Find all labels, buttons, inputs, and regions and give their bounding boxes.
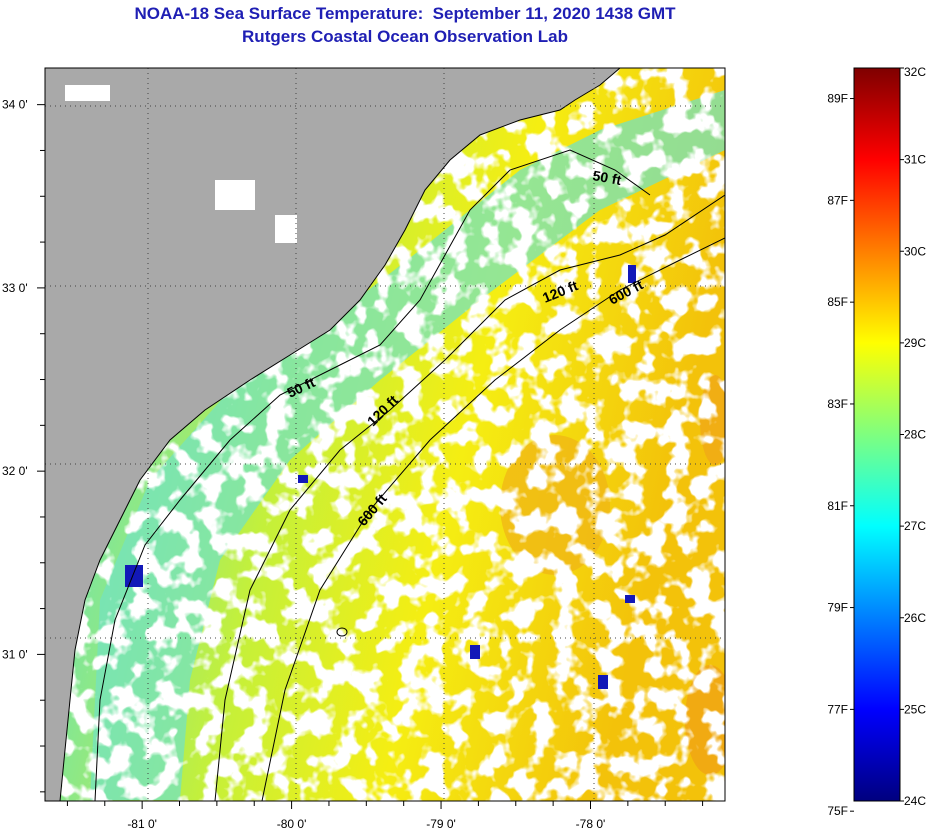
lon-ticks: -81 0' -80 0' -79 0' -78 0' [66, 801, 704, 831]
lat-lon-grid [45, 68, 725, 801]
lat-tick-label: 32 0' [2, 464, 28, 478]
isobath-50ft [94, 149, 651, 801]
inland-cloud [65, 85, 297, 243]
isobaths [94, 149, 725, 801]
map-frame [44, 67, 726, 802]
isobath-600ft [261, 237, 725, 801]
land-mass [45, 68, 621, 801]
isobath-label: 50 ft [591, 167, 622, 188]
lat-ticks: 34 0' 33 0' 32 0' 31 0' [2, 98, 45, 793]
lon-tick-label: -81 0' [127, 817, 157, 831]
lon-tick-label: -79 0' [426, 817, 456, 831]
lat-tick-label: 33 0' [2, 281, 28, 295]
cold-pixels [125, 265, 636, 689]
lat-tick-label: 34 0' [2, 98, 28, 112]
map-subtitle: Rutgers Coastal Ocean Observation Lab [242, 27, 568, 46]
isobath-120ft [214, 194, 725, 801]
map-title: NOAA-18 Sea Surface Temperature: Septemb… [134, 4, 676, 23]
lon-tick-label: -80 0' [277, 817, 307, 831]
lon-tick-label: -78 0' [576, 817, 606, 831]
lat-tick-label: 31 0' [2, 647, 28, 661]
